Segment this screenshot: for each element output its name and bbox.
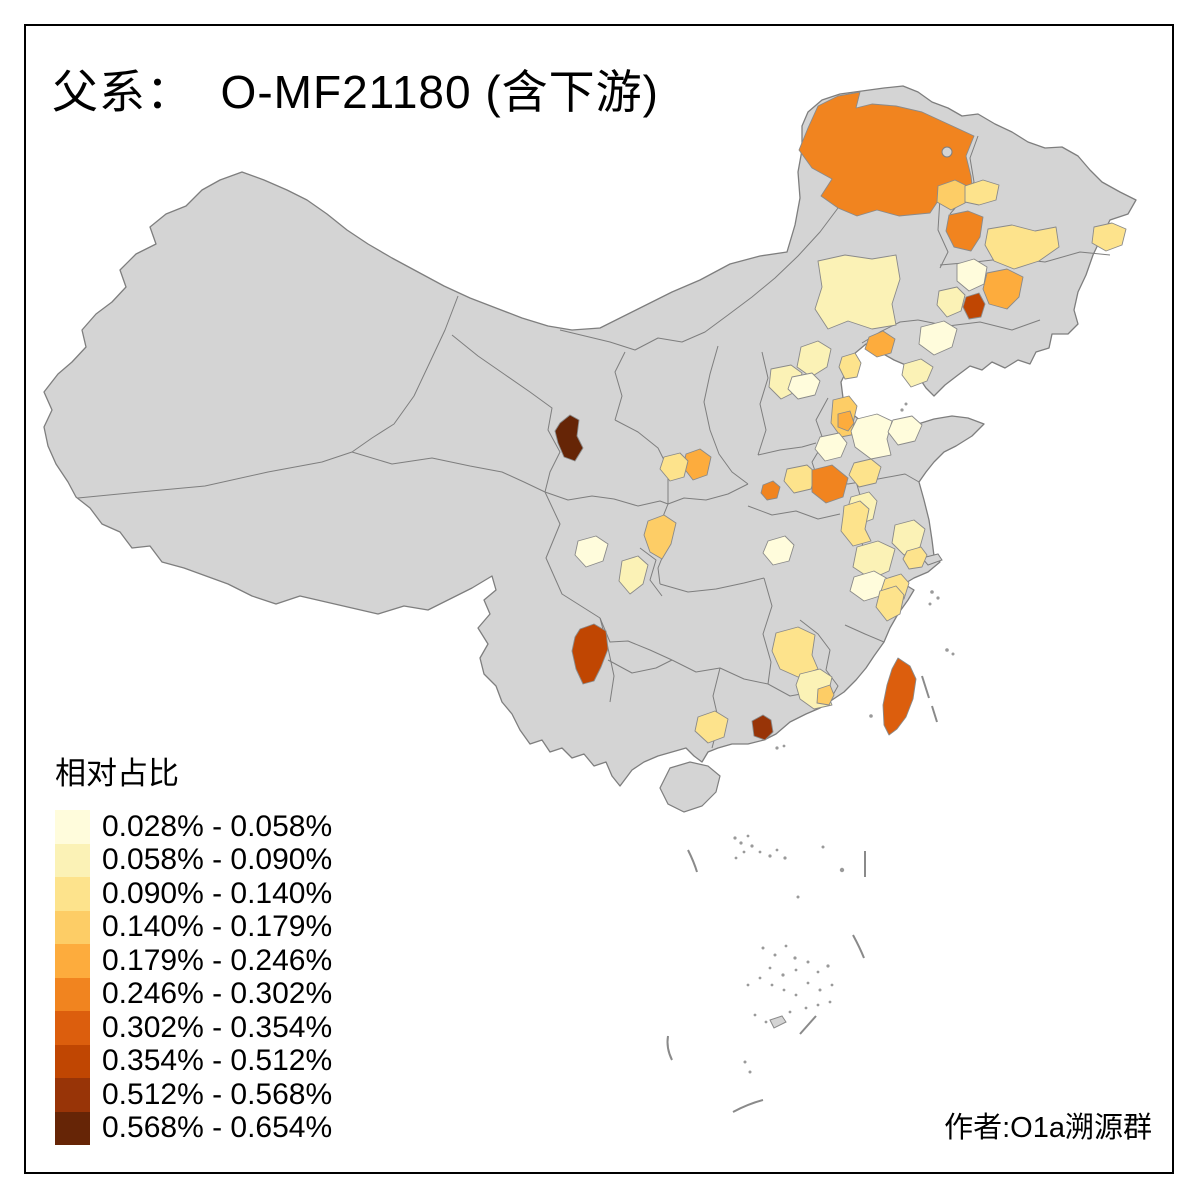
map-region xyxy=(936,179,968,211)
legend-row: 0.058% - 0.090% xyxy=(55,843,333,877)
map-region xyxy=(814,432,848,462)
map-region xyxy=(962,292,986,320)
map-region xyxy=(762,535,795,566)
legend: 相对占比 0.028% - 0.058% 0.058% - 0.090% 0.090… xyxy=(55,748,332,1145)
map-region xyxy=(964,179,1000,206)
map-region xyxy=(837,410,855,432)
map-region xyxy=(850,413,893,460)
legend-row: 0.140% - 0.179% xyxy=(55,910,333,944)
legend-label: 0.179% - 0.246% xyxy=(102,943,333,977)
map-region xyxy=(875,585,905,622)
map-region xyxy=(659,452,689,482)
map-region xyxy=(852,540,896,580)
legend-title: 相对占比 xyxy=(55,756,179,791)
map-region xyxy=(796,340,832,378)
sea-islet xyxy=(769,1015,787,1029)
map-region xyxy=(918,320,958,356)
map-region xyxy=(901,358,934,388)
legend-row: 0.090% - 0.140% xyxy=(55,877,332,911)
map-region xyxy=(984,224,1060,270)
map-region xyxy=(751,714,774,741)
legend-swatch xyxy=(55,977,90,1011)
map-region xyxy=(1091,222,1127,252)
map-region xyxy=(787,372,821,400)
legend-swatch xyxy=(55,1111,90,1145)
legend-swatch xyxy=(55,1011,90,1045)
legend-row: 0.179% - 0.246% xyxy=(55,944,332,978)
legend-label: 0.090% - 0.140% xyxy=(102,876,333,910)
legend-label: 0.354% - 0.512% xyxy=(102,1044,333,1078)
legend-label: 0.568% - 0.654% xyxy=(102,1111,333,1145)
legend-swatch xyxy=(55,910,90,944)
map-region xyxy=(760,480,781,501)
map-region xyxy=(848,458,882,488)
hainan-island xyxy=(659,761,721,813)
map-region xyxy=(936,286,966,318)
map-region xyxy=(814,254,901,330)
map-region xyxy=(838,352,862,380)
map-region xyxy=(840,500,872,547)
map-region xyxy=(574,535,609,568)
province-boundaries xyxy=(77,135,1111,749)
legend-label: 0.140% - 0.179% xyxy=(102,910,333,944)
legend-row: 0.028% - 0.058% xyxy=(55,810,332,844)
legend-rows: 0.028% - 0.058% 0.058% - 0.090% 0.090% - 0… xyxy=(55,810,332,1145)
map-region xyxy=(571,623,609,685)
page-title: 父系： O-MF21180 (含下游) xyxy=(52,66,659,118)
legend-row: 0.568% - 0.654% xyxy=(55,1111,333,1145)
legend-row: 0.302% - 0.354% xyxy=(55,1011,332,1045)
map-region xyxy=(694,710,729,744)
choropleth-regions xyxy=(554,91,1127,744)
legend-swatch xyxy=(55,877,90,911)
legend-swatch xyxy=(55,843,90,877)
map-region xyxy=(887,415,923,446)
map-region xyxy=(554,414,584,462)
legend-swatch xyxy=(55,944,90,978)
legend-label: 0.302% - 0.354% xyxy=(102,1010,333,1044)
legend-row: 0.354% - 0.512% xyxy=(55,1044,333,1078)
credit-text: 作者:O1a溯源群 xyxy=(944,1112,1152,1144)
legend-swatch xyxy=(55,1044,90,1078)
sea-dashes xyxy=(666,675,938,1113)
map-region xyxy=(982,268,1024,310)
map-region xyxy=(783,464,817,494)
legend-swatch xyxy=(55,1078,90,1112)
legend-label: 0.058% - 0.090% xyxy=(102,843,333,877)
legend-swatch xyxy=(55,810,90,844)
legend-label: 0.028% - 0.058% xyxy=(102,809,333,843)
legend-label: 0.246% - 0.302% xyxy=(102,977,333,1011)
legend-row: 0.246% - 0.302% xyxy=(55,977,333,1011)
map-region xyxy=(771,626,819,678)
map-region xyxy=(618,555,649,595)
map-region xyxy=(902,546,928,570)
legend-label: 0.512% - 0.568% xyxy=(102,1077,333,1111)
map-region xyxy=(643,514,677,560)
map-region xyxy=(864,330,896,358)
map-region xyxy=(816,684,835,706)
map-region xyxy=(811,464,849,504)
map-region xyxy=(882,657,917,736)
map-region xyxy=(945,210,984,252)
sea-islands xyxy=(733,402,955,1074)
legend-row: 0.512% - 0.568% xyxy=(55,1078,332,1112)
enclave-spot xyxy=(941,146,953,158)
